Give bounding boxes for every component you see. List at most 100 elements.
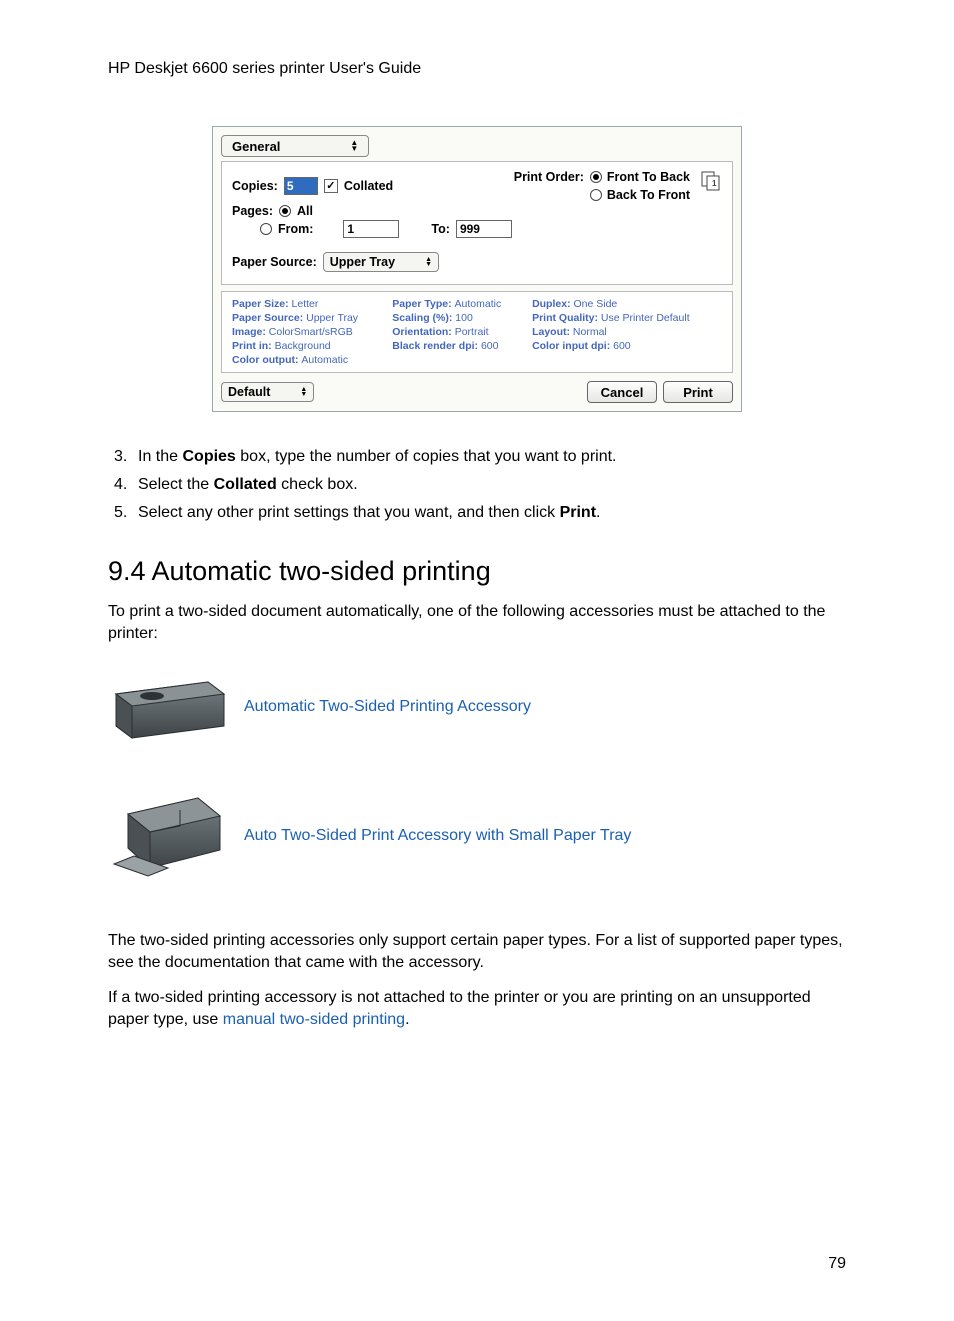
radio-back-to-front[interactable] bbox=[590, 189, 602, 201]
from-input[interactable]: 1 bbox=[343, 220, 399, 238]
pages-label: Pages: bbox=[232, 204, 273, 218]
summary-label: Image: bbox=[232, 326, 269, 338]
cancel-button[interactable]: Cancel bbox=[587, 381, 657, 403]
summary-cell: Paper Size: Letter bbox=[228, 297, 388, 311]
updown-icon: ▲▼ bbox=[350, 140, 358, 152]
summary-label: Print in: bbox=[232, 340, 275, 352]
summary-cell: Scaling (%): 100 bbox=[388, 311, 528, 325]
summary-value: Normal bbox=[573, 326, 607, 338]
step-text: In the Copies box, type the number of co… bbox=[138, 448, 617, 466]
opt-back-to-front: Back To Front bbox=[607, 188, 690, 202]
summary-value: Letter bbox=[292, 298, 319, 310]
page-number: 79 bbox=[828, 1255, 846, 1273]
summary-value: Portrait bbox=[455, 326, 489, 338]
section-intro: To print a two-sided document automatica… bbox=[108, 601, 846, 644]
summary-cell: Orientation: Portrait bbox=[388, 325, 528, 339]
tab-label: General bbox=[232, 139, 280, 154]
step-number: 3. bbox=[114, 448, 138, 466]
summary-row: Image: ColorSmart/sRGBOrientation: Portr… bbox=[228, 325, 726, 339]
summary-cell: Color output: Automatic bbox=[228, 353, 388, 367]
updown-icon: ▲▼ bbox=[300, 387, 307, 397]
summary-row: Print in: BackgroundBlack render dpi: 60… bbox=[228, 339, 726, 353]
para3-pre: If a two-sided printing accessory is not… bbox=[108, 989, 811, 1028]
paper-source-label: Paper Source: bbox=[232, 255, 317, 269]
summary-label: Duplex: bbox=[532, 298, 573, 310]
summary-row: Paper Size: LetterPaper Type: AutomaticD… bbox=[228, 297, 726, 311]
collated-label: Collated bbox=[344, 179, 393, 193]
instruction-list: 3.In the Copies box, type the number of … bbox=[114, 448, 846, 522]
to-input[interactable]: 999 bbox=[456, 220, 512, 238]
summary-cell: Print in: Background bbox=[228, 339, 388, 353]
summary-value: 100 bbox=[455, 312, 473, 324]
summary-cell bbox=[528, 353, 726, 367]
dialog-main-panel: Copies: 5 ✓ Collated Print Order: Front … bbox=[221, 161, 733, 285]
copies-input[interactable]: 5 bbox=[284, 177, 318, 195]
summary-cell: Paper Type: Automatic bbox=[388, 297, 528, 311]
summary-value: Upper Tray bbox=[306, 312, 358, 324]
section-heading: 9.4 Automatic two-sided printing bbox=[108, 556, 846, 587]
summary-value: Automatic bbox=[455, 298, 502, 310]
radio-all-pages[interactable] bbox=[279, 205, 291, 217]
collated-checkbox[interactable]: ✓ bbox=[324, 179, 338, 193]
para-manual-duplex: If a two-sided printing accessory is not… bbox=[108, 987, 846, 1030]
duplexer-image bbox=[108, 672, 228, 742]
summary-cell: Layout: Normal bbox=[528, 325, 726, 339]
manual-duplex-link[interactable]: manual two-sided printing bbox=[223, 1011, 405, 1028]
summary-cell: Black render dpi: 600 bbox=[388, 339, 528, 353]
print-dialog-screenshot: General ▲▼ Copies: 5 ✓ Collated Print Or… bbox=[212, 126, 742, 412]
duplexer-tray-image bbox=[108, 786, 228, 886]
default-label: Default bbox=[228, 385, 270, 399]
from-label: From: bbox=[278, 222, 313, 236]
summary-cell: Duplex: One Side bbox=[528, 297, 726, 311]
updown-icon: ▲▼ bbox=[425, 257, 432, 267]
summary-label: Color output: bbox=[232, 354, 301, 366]
svg-text:1: 1 bbox=[712, 179, 717, 188]
summary-label: Paper Size: bbox=[232, 298, 292, 310]
summary-label: Black render dpi: bbox=[392, 340, 481, 352]
instruction-item: 5.Select any other print settings that y… bbox=[114, 504, 846, 522]
accessory1-link[interactable]: Automatic Two-Sided Printing Accessory bbox=[244, 698, 531, 716]
summary-value: Automatic bbox=[301, 354, 348, 366]
all-label: All bbox=[297, 204, 313, 218]
summary-label: Orientation: bbox=[392, 326, 454, 338]
summary-row: Color output: Automatic bbox=[228, 353, 726, 367]
summary-label: Paper Source: bbox=[232, 312, 306, 324]
print-order-label: Print Order: bbox=[514, 170, 584, 184]
summary-row: Paper Source: Upper TrayScaling (%): 100… bbox=[228, 311, 726, 325]
paper-source-value: Upper Tray bbox=[330, 255, 395, 269]
summary-value: Background bbox=[275, 340, 331, 352]
default-combo[interactable]: Default ▲▼ bbox=[221, 382, 314, 402]
summary-value: 600 bbox=[613, 340, 631, 352]
summary-value: Use Printer Default bbox=[601, 312, 690, 324]
summary-cell: Paper Source: Upper Tray bbox=[228, 311, 388, 325]
summary-label: Scaling (%): bbox=[392, 312, 455, 324]
para3-post: . bbox=[405, 1011, 409, 1028]
opt-front-to-back: Front To Back bbox=[607, 170, 690, 184]
summary-cell: Image: ColorSmart/sRGB bbox=[228, 325, 388, 339]
step-text: Select any other print settings that you… bbox=[138, 504, 600, 522]
summary-label: Color input dpi: bbox=[532, 340, 613, 352]
summary-cell: Print Quality: Use Printer Default bbox=[528, 311, 726, 325]
to-label: To: bbox=[431, 222, 450, 236]
accessory-row-2: Auto Two-Sided Print Accessory with Smal… bbox=[108, 786, 846, 886]
para-supported-types: The two-sided printing accessories only … bbox=[108, 930, 846, 973]
dialog-tab-general[interactable]: General ▲▼ bbox=[221, 135, 369, 157]
radio-front-to-back[interactable] bbox=[590, 171, 602, 183]
summary-value: One Side bbox=[573, 298, 617, 310]
summary-cell bbox=[388, 353, 528, 367]
paper-source-combo[interactable]: Upper Tray ▲▼ bbox=[323, 252, 439, 272]
print-order-icon: 1 bbox=[700, 170, 722, 195]
instruction-item: 4.Select the Collated check box. bbox=[114, 476, 846, 494]
print-button[interactable]: Print bbox=[663, 381, 733, 403]
step-number: 5. bbox=[114, 504, 138, 522]
step-text: Select the Collated check box. bbox=[138, 476, 358, 494]
accessory2-link[interactable]: Auto Two-Sided Print Accessory with Smal… bbox=[244, 827, 631, 845]
copies-label: Copies: bbox=[232, 179, 278, 193]
summary-value: 600 bbox=[481, 340, 499, 352]
document-header: HP Deskjet 6600 series printer User's Gu… bbox=[108, 60, 846, 78]
step-number: 4. bbox=[114, 476, 138, 494]
radio-from-pages[interactable] bbox=[260, 223, 272, 235]
summary-value: ColorSmart/sRGB bbox=[269, 326, 353, 338]
settings-summary: Paper Size: LetterPaper Type: AutomaticD… bbox=[221, 291, 733, 373]
instruction-item: 3.In the Copies box, type the number of … bbox=[114, 448, 846, 466]
